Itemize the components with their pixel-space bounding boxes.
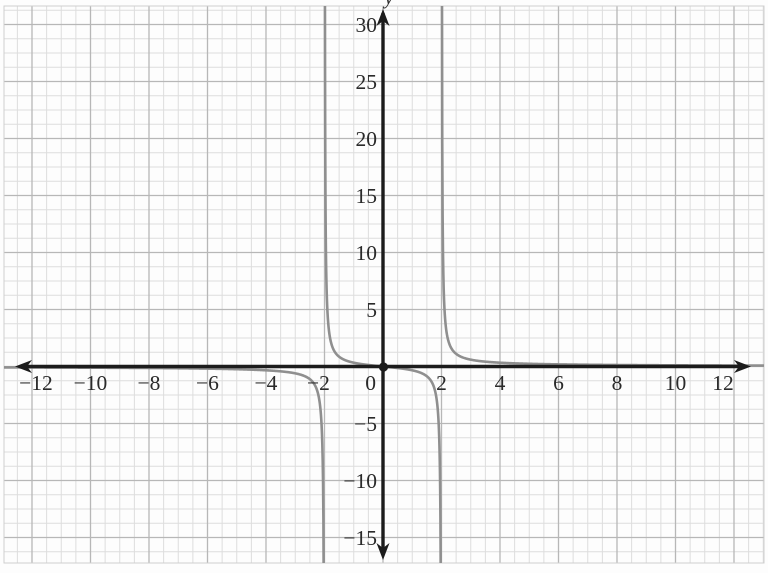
x-tick-label: 12 xyxy=(712,371,734,395)
y-tick-label: −10 xyxy=(343,469,377,493)
x-tick-label: −6 xyxy=(196,371,219,395)
x-tick-label: −10 xyxy=(74,371,108,395)
y-tick-label: 20 xyxy=(356,127,378,151)
x-tick-label: 2 xyxy=(436,371,447,395)
x-tick-label: −12 xyxy=(19,371,53,395)
x-tick-label: 8 xyxy=(612,371,623,395)
tick-labels: −12 −10 −8 −6 −4 −2 0 2 4 6 8 10 12 30 25 20 15 10 5 −5 −10 −… xyxy=(19,13,734,550)
y-tick-label: 15 xyxy=(356,184,378,208)
x-tick-label: 10 xyxy=(665,371,687,395)
x-tick-label: 6 xyxy=(553,371,564,395)
y-axis-arrow-down xyxy=(376,543,390,560)
x-tick-label: −4 xyxy=(255,371,278,395)
y-tick-label: 10 xyxy=(356,241,378,265)
x-tick-label: −8 xyxy=(138,371,161,395)
y-tick-label: 25 xyxy=(356,70,378,94)
x-axis-arrow-right xyxy=(734,360,751,373)
x-tick-label: −2 xyxy=(307,371,330,395)
y-axis-label: y xyxy=(383,0,394,9)
y-tick-label: 30 xyxy=(356,13,378,37)
grid-border xyxy=(3,5,765,564)
y-tick-label: 5 xyxy=(366,298,377,322)
y-axis-arrow-up xyxy=(376,9,390,26)
x-axis-arrow-left xyxy=(15,360,32,373)
x-tick-label: 4 xyxy=(495,371,506,395)
x-tick-label: 0 xyxy=(365,371,376,395)
origin-point xyxy=(378,362,389,372)
y-tick-label: −5 xyxy=(354,412,377,436)
y-tick-label: −15 xyxy=(343,526,377,550)
